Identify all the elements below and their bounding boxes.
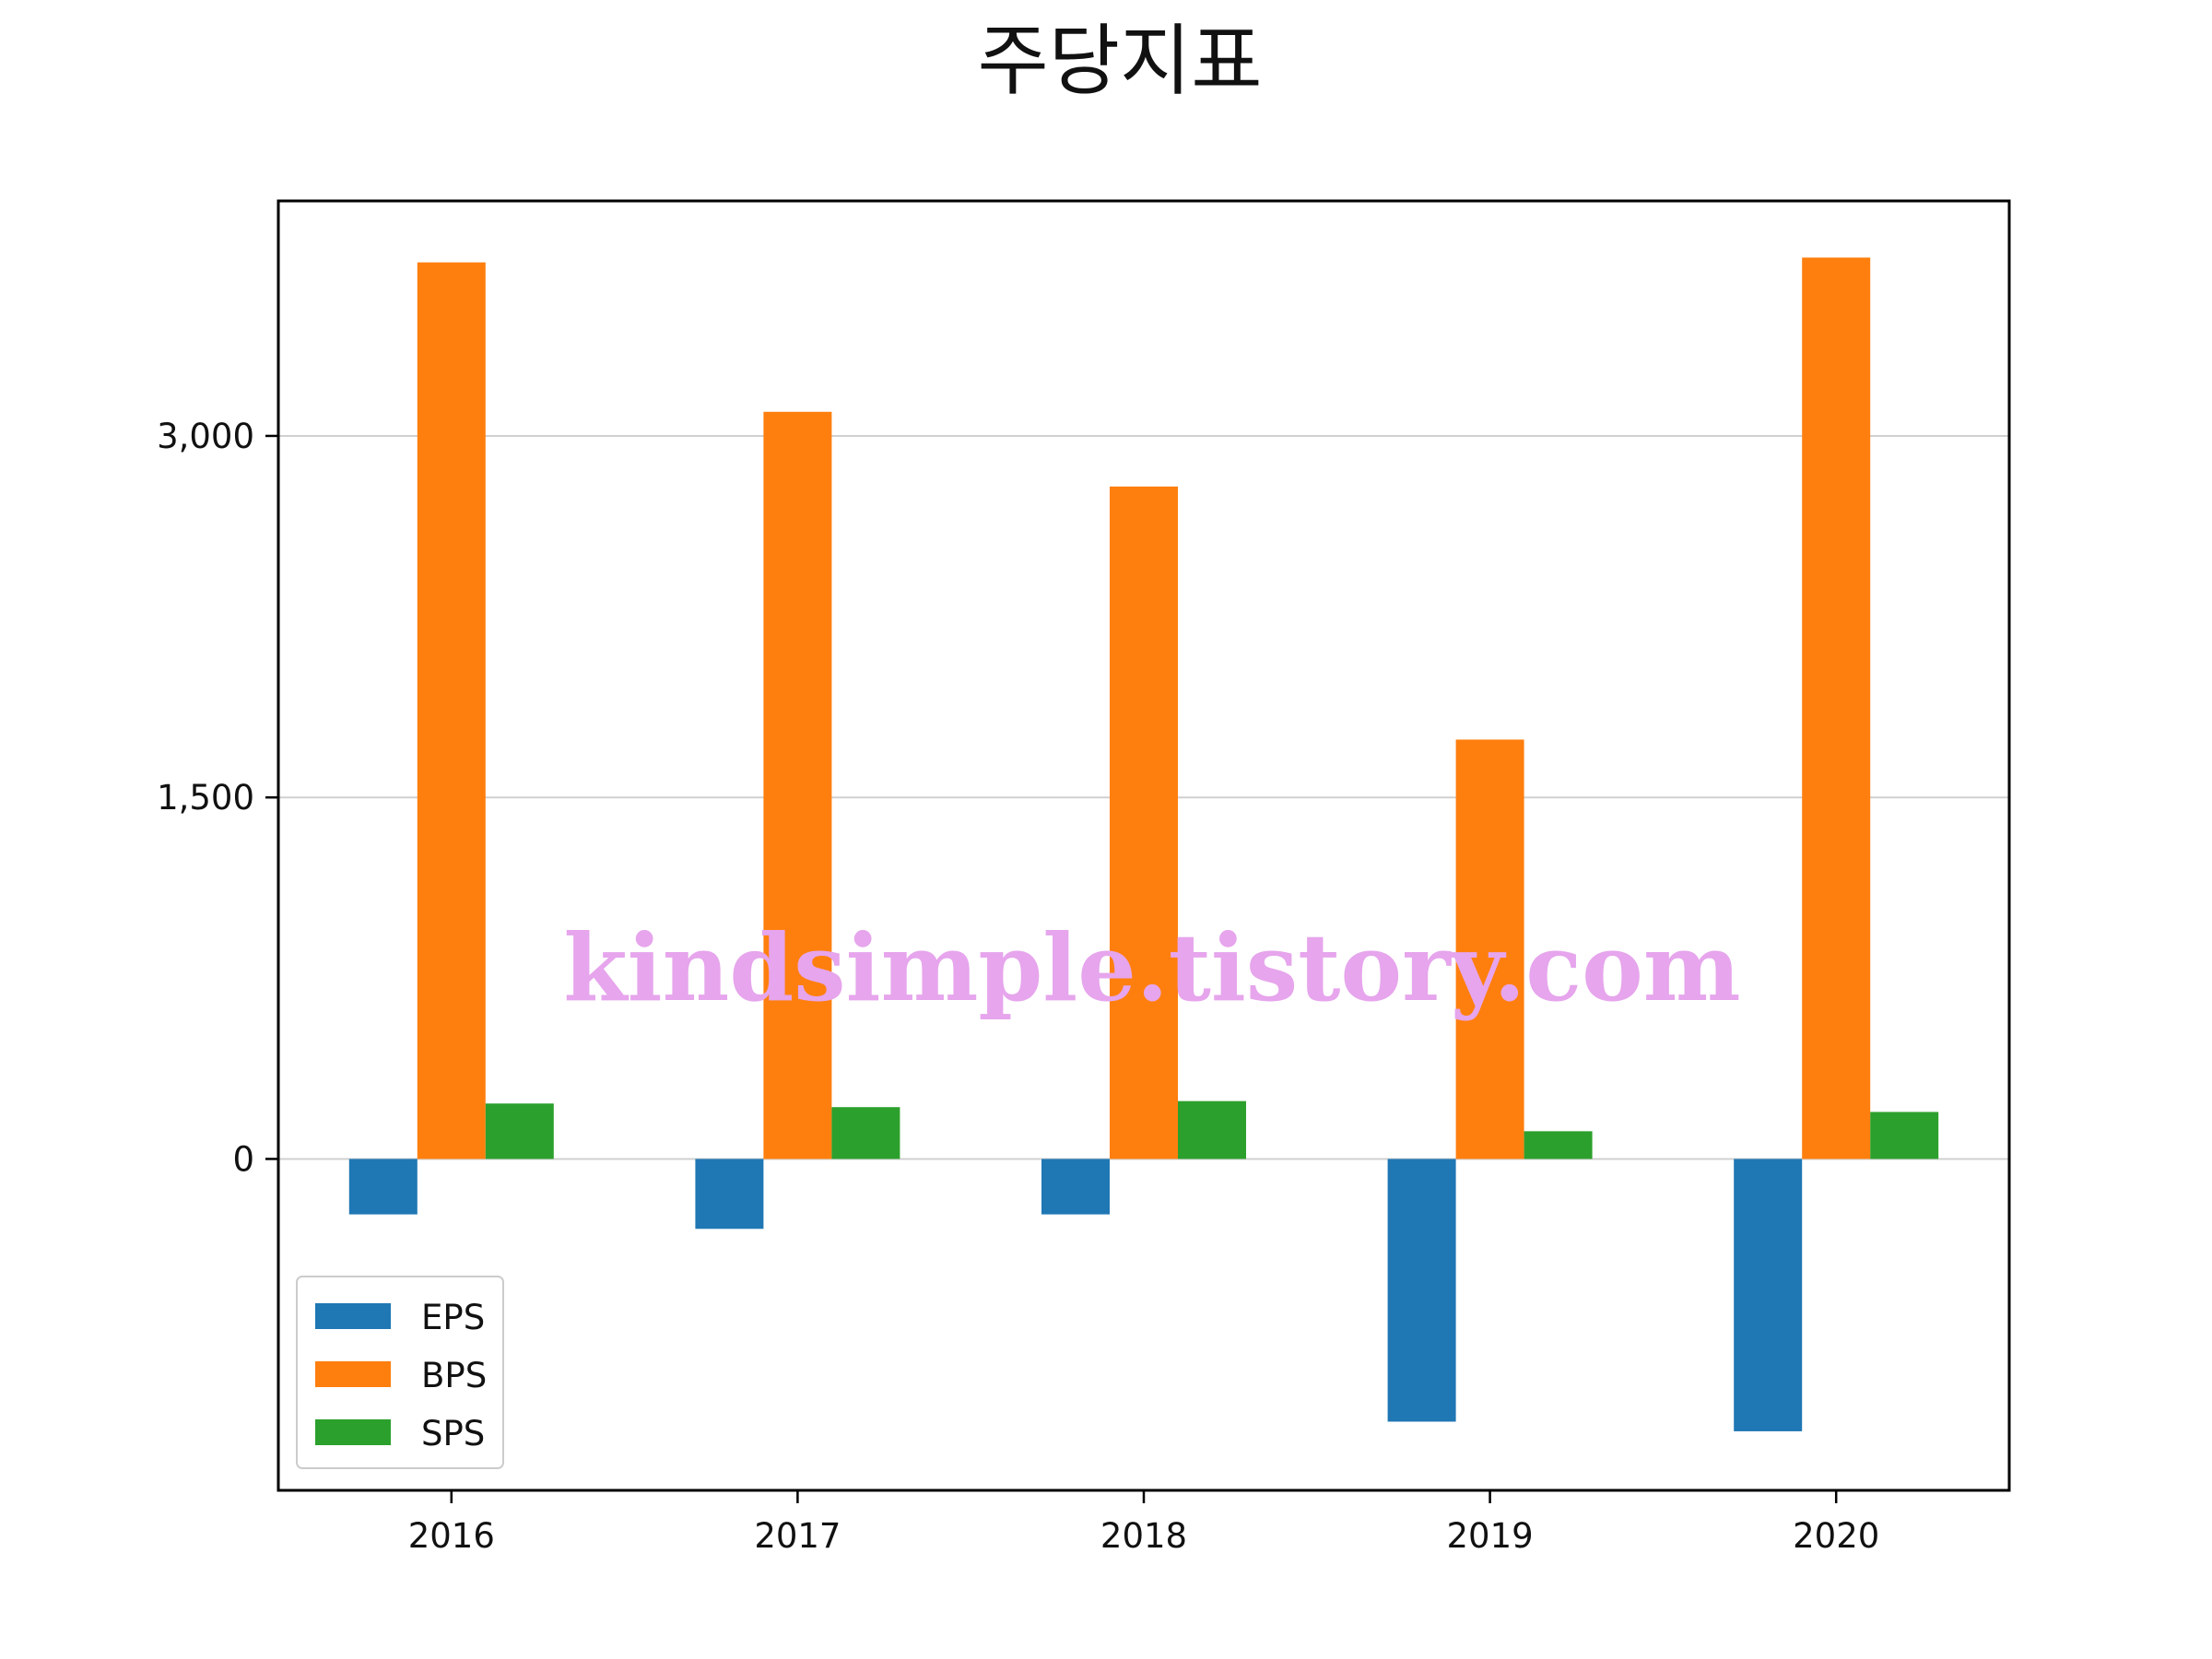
y-axis: 0 1,500 3,000 (157, 417, 278, 1179)
legend-swatch-bps (315, 1361, 391, 1387)
bar-bps-2018 (1110, 486, 1178, 1159)
x-axis: 2016 2017 2018 2019 2020 (408, 1490, 1879, 1556)
y-tick-label: 1,500 (157, 778, 254, 818)
bar-eps-2020 (1734, 1159, 1803, 1431)
x-tick-label: 2018 (1100, 1516, 1187, 1556)
legend-label-bps: BPS (421, 1356, 487, 1395)
x-tick-label: 2017 (754, 1516, 841, 1556)
legend-swatch-eps (315, 1303, 391, 1329)
bar-bps-2020 (1802, 257, 1871, 1159)
bar-sps-2019 (1524, 1131, 1593, 1159)
y-tick-label: 3,000 (157, 417, 254, 456)
watermark-text: kindsimple.tistory.com (563, 913, 1740, 1022)
x-tick-label: 2020 (1793, 1516, 1879, 1556)
bar-sps-2020 (1870, 1112, 1939, 1159)
legend: EPS BPS SPS (296, 1276, 504, 1469)
bar-sps-2016 (485, 1103, 554, 1159)
bars (348, 257, 1939, 1431)
legend-label-eps: EPS (421, 1298, 485, 1337)
bar-eps-2018 (1041, 1159, 1110, 1215)
bar-bps-2017 (763, 411, 832, 1159)
bar-eps-2016 (348, 1159, 418, 1215)
bar-bps-2016 (417, 262, 486, 1159)
legend-label-sps: SPS (421, 1414, 485, 1453)
bar-eps-2019 (1387, 1159, 1456, 1422)
legend-swatch-sps (315, 1419, 391, 1445)
bar-eps-2017 (695, 1159, 764, 1230)
y-tick-label: 0 (232, 1139, 254, 1179)
bar-sps-2018 (1178, 1100, 1246, 1159)
x-tick-label: 2016 (408, 1516, 495, 1556)
x-tick-label: 2019 (1447, 1516, 1534, 1556)
bar-bps-2019 (1455, 739, 1524, 1159)
bar-sps-2017 (831, 1107, 900, 1159)
chart-title: 주당지표 (977, 16, 1262, 106)
